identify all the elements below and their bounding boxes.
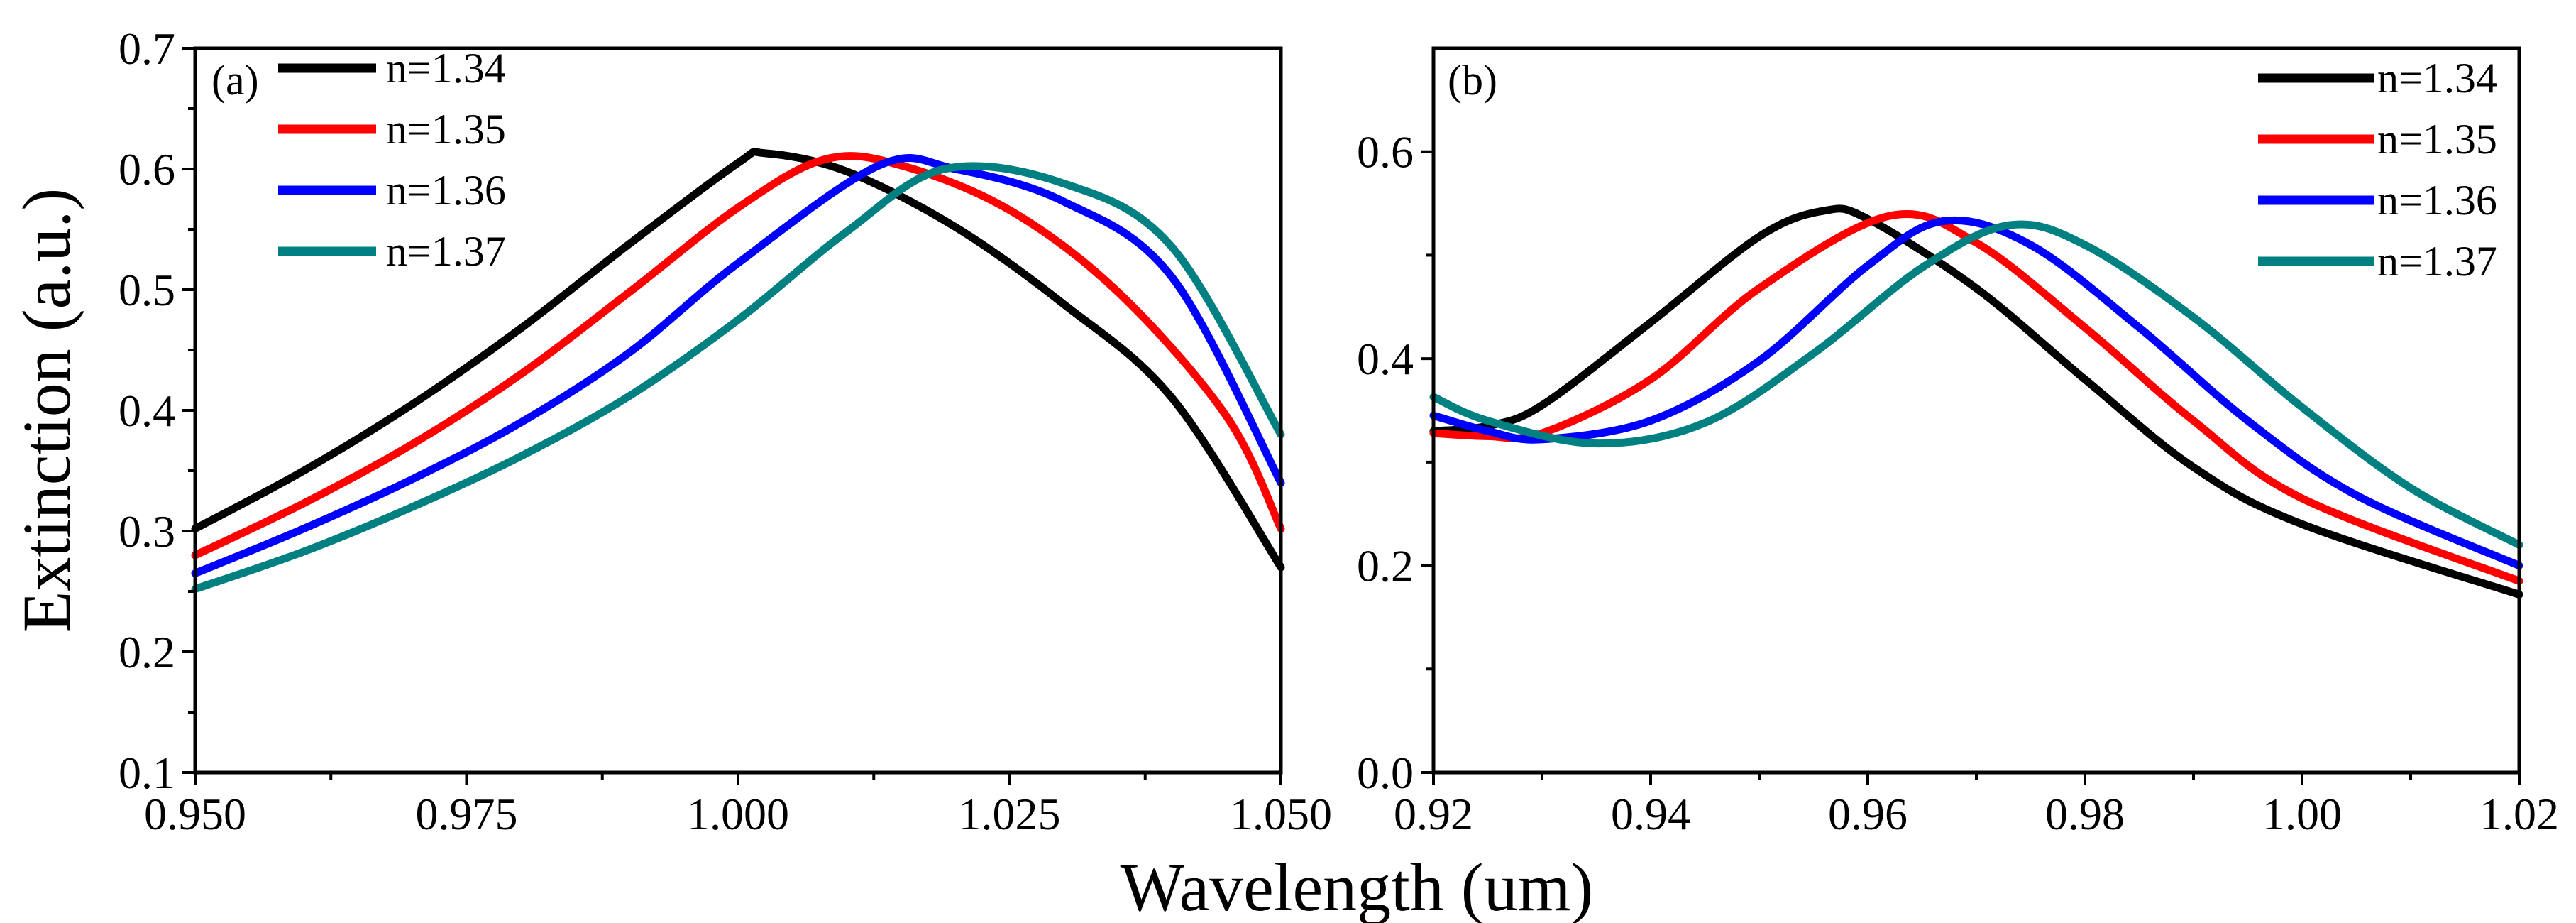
panel-b-legend-label: n=1.37 — [2377, 238, 2497, 285]
panel-a-x-tick-label: 1.025 — [959, 789, 1061, 839]
panel-b-x-tick-label: 0.98 — [2045, 789, 2125, 839]
panel-a-legend-label: n=1.36 — [386, 167, 506, 214]
panel-b: 0.92 0.94 0.96 0.98 1.00 1.02 0.0 0.2 0.4 0.6 (b)… — [1357, 46, 2559, 839]
panel-a-y-tick-label: 0.5 — [119, 265, 175, 315]
panel-a-y-tick-label: 0.2 — [119, 627, 175, 677]
panel-a-y-tick-label: 0.4 — [119, 386, 175, 436]
panel-a-legend-label: n=1.35 — [386, 106, 506, 153]
y-axis-title: Extinction (a.u.) — [9, 188, 84, 633]
panel-a-plot-frame — [193, 46, 1283, 775]
panel-a-x-tick-label: 1.050 — [1230, 789, 1332, 839]
panel-b-y-tick-label: 0.4 — [1357, 334, 1414, 384]
panel-a: 0.950 0.975 1.000 1.025 1.050 0.1 0.2 0.3 0.4 0.5… — [119, 23, 1332, 839]
panel-b-ticks: 0.92 0.94 0.96 0.98 1.00 1.02 0.0 0.2 0.4 0.6 — [1357, 127, 2559, 839]
panel-b-label: (b) — [1448, 57, 1497, 104]
panel-a-series-line-n136 — [191, 154, 1285, 577]
panel-b-legend-label: n=1.36 — [2377, 177, 2497, 224]
panel-a-legend-label: n=1.34 — [386, 45, 506, 92]
panel-a-x-tick-label: 1.000 — [687, 789, 789, 839]
panel-a-series-line-n134 — [191, 148, 1285, 572]
panel-b-x-tick-label: 0.94 — [1611, 789, 1690, 839]
panel-a-legend: n=1.34 n=1.35 n=1.36 n=1.37 — [278, 45, 506, 275]
panel-a-y-tick-label: 0.7 — [119, 23, 175, 74]
panel-a-ticks: 0.950 0.975 1.000 1.025 1.050 0.1 0.2 0.3 0.4 0.5… — [119, 23, 1332, 839]
panel-b-y-tick-label: 0.0 — [1357, 748, 1414, 798]
panel-b-x-tick-label: 0.96 — [1828, 789, 1908, 839]
panel-b-y-tick-label: 0.6 — [1357, 127, 1414, 178]
panel-b-series-group — [1429, 204, 2523, 599]
panel-a-series-line-n135 — [191, 152, 1285, 559]
panel-b-series-line-n134 — [1429, 204, 2523, 599]
panel-b-series-line-n137 — [1429, 220, 2523, 549]
panel-a-label: (a) — [211, 57, 259, 104]
panel-b-x-tick-label: 1.02 — [2479, 789, 2559, 839]
panel-b-legend-label: n=1.34 — [2377, 55, 2497, 102]
panel-a-y-tick-label: 0.1 — [119, 748, 175, 798]
panel-b-x-tick-label: 1.00 — [2262, 789, 2342, 839]
panel-a-x-tick-label: 0.975 — [416, 789, 518, 839]
panel-a-series-line-n137 — [191, 162, 1285, 594]
panel-a-y-tick-label: 0.3 — [119, 506, 175, 557]
panel-a-series-group — [191, 148, 1285, 594]
panel-b-legend: n=1.34 n=1.35 n=1.36 n=1.37 — [2258, 55, 2497, 285]
panel-a-x-tick-label: 0.950 — [144, 789, 246, 839]
x-axis-title: Wavelength (um) — [1121, 849, 1594, 923]
panel-b-x-tick-label: 0.92 — [1394, 789, 1473, 839]
panel-a-y-tick-label: 0.6 — [119, 144, 175, 195]
panel-b-series-line-n135 — [1429, 209, 2523, 585]
panel-a-legend-label: n=1.37 — [386, 228, 506, 275]
panel-b-y-tick-label: 0.2 — [1357, 541, 1414, 591]
panel-b-legend-label: n=1.35 — [2377, 116, 2497, 163]
panel-b-series-line-n136 — [1429, 216, 2523, 570]
